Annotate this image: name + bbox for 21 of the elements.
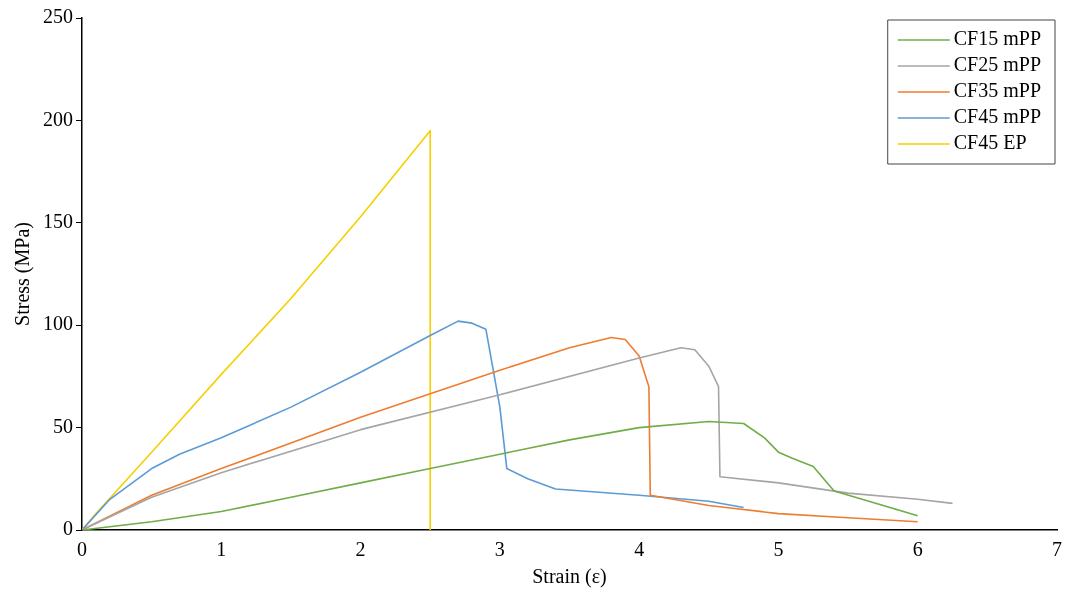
legend-label: CF25 mPP bbox=[953, 53, 1041, 76]
legend-label: CF35 mPP bbox=[953, 79, 1041, 102]
y-tick-label: 250 bbox=[43, 5, 73, 28]
y-tick-label: 100 bbox=[43, 312, 73, 335]
x-tick-label: 3 bbox=[494, 538, 505, 561]
x-tick-label: 5 bbox=[773, 538, 784, 561]
x-tick-label: 6 bbox=[912, 538, 923, 561]
x-tick-label: 0 bbox=[77, 538, 87, 561]
y-tick-label: 200 bbox=[43, 107, 73, 130]
legend-label: CF45 mPP bbox=[953, 105, 1041, 128]
x-tick-label: 1 bbox=[216, 538, 227, 561]
x-tick-label: 7 bbox=[1052, 538, 1062, 561]
x-tick-label: 2 bbox=[355, 538, 366, 561]
legend-label: CF15 mPP bbox=[953, 27, 1041, 50]
y-tick-label: 50 bbox=[53, 414, 73, 437]
legend-label: CF45 EP bbox=[953, 131, 1027, 154]
y-tick-label: 150 bbox=[43, 210, 73, 233]
y-tick-label: 0 bbox=[63, 517, 73, 540]
y-axis-title: Stress (MPa) bbox=[11, 222, 35, 326]
x-tick-label: 4 bbox=[634, 538, 645, 561]
x-axis-title: Strain (ε) bbox=[532, 565, 607, 589]
